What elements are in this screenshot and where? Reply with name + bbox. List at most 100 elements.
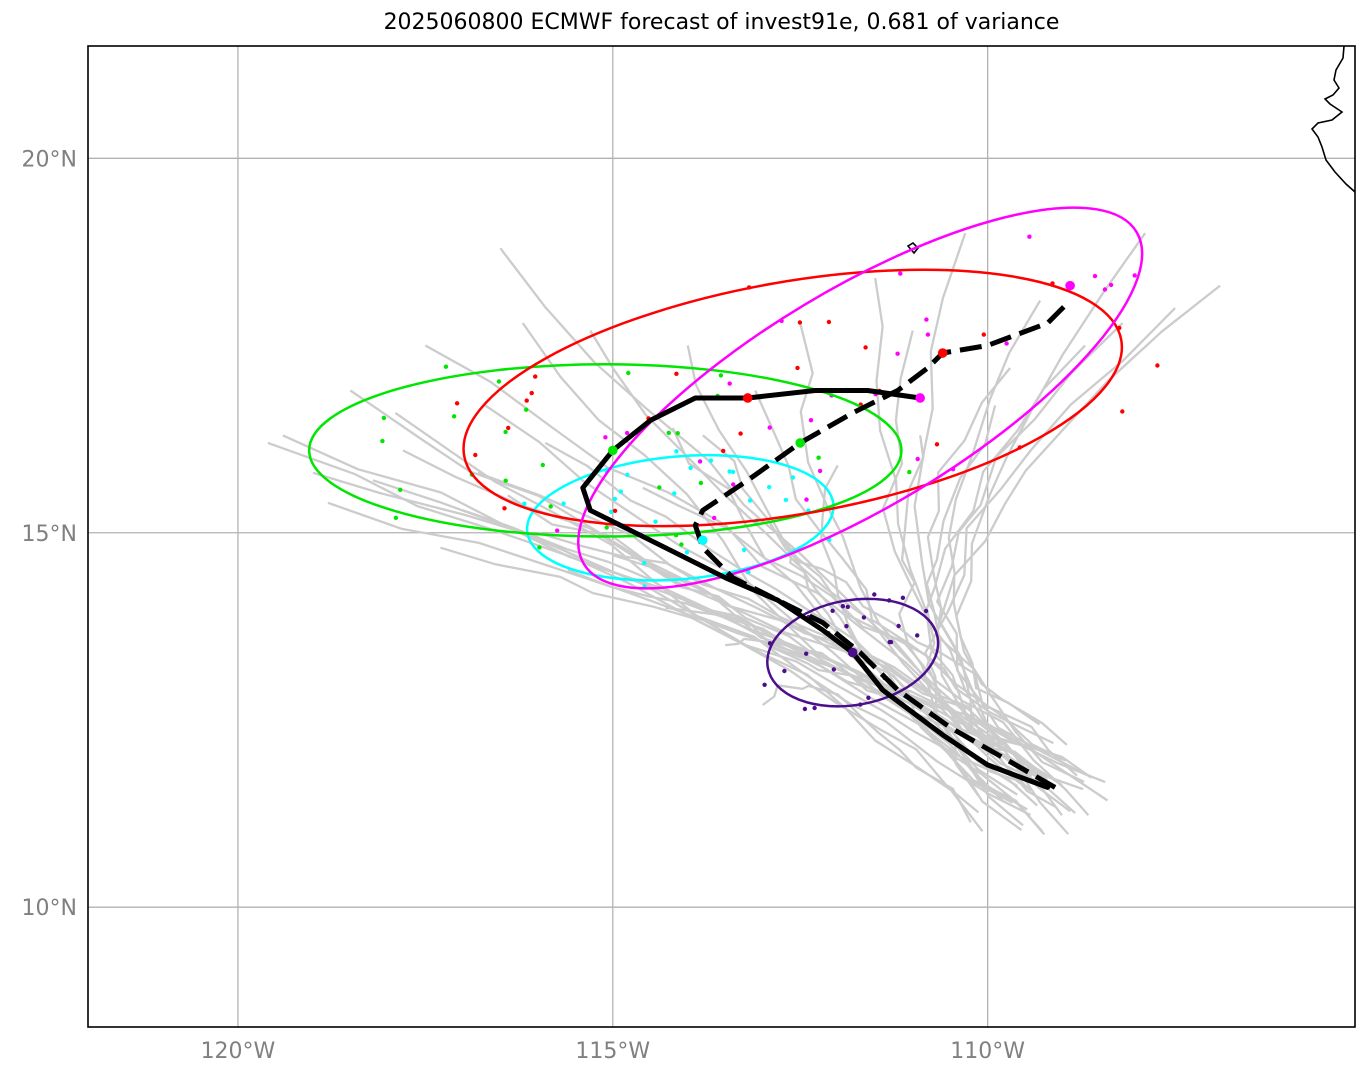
member-position [561,501,566,506]
member-position [802,706,808,712]
member-position [795,365,800,371]
ensemble-track [936,322,1124,778]
ensemble-track [820,464,1014,804]
member-position [618,489,623,494]
cluster-mean-marker [847,647,858,658]
member-position [1004,341,1009,346]
mean-tracks [580,298,1072,790]
ensemble-track [544,441,1034,769]
ensemble-track [440,546,1038,807]
member-position [817,468,823,474]
ensemble-track [507,494,1093,779]
member-position [496,379,502,384]
member-position [731,482,736,487]
ensemble-track [282,434,984,832]
member-position [741,547,747,553]
member-position [381,415,387,421]
mexico-coastline [1310,46,1355,193]
member-position [804,497,809,502]
member-position [887,639,892,645]
map-title: 2025060800 ECMWF forecast of invest91e, … [383,10,1060,35]
member-position [804,651,809,656]
member-position [502,506,507,511]
member-position [981,332,986,337]
member-position [626,370,631,376]
member-position [609,509,614,514]
member-position [529,390,534,396]
cluster-mean-marker [607,445,618,456]
ensemble-positions [380,234,1160,712]
member-position [603,435,608,440]
cluster-ellipses [307,206,1144,708]
ensemble-track [926,367,1085,783]
cluster-mean-marker [915,393,925,403]
cluster-ellipse [766,597,940,708]
member-position [524,398,529,403]
cluster-ellipse [307,363,903,538]
ensemble-track [394,411,1032,817]
member-position [697,459,703,464]
member-position [653,519,658,524]
member-position [1092,273,1098,279]
member-position [451,414,457,419]
ensemble-track [754,390,1054,745]
member-position [900,595,906,600]
member-position [718,373,724,378]
member-position [844,624,849,629]
member-position [612,496,618,502]
member-position [808,418,814,423]
lon-tick-label: 115°W [575,1039,650,1064]
member-position [674,449,679,454]
member-position [537,545,542,550]
member-position [688,465,693,471]
tick-labels: 120°W 115°W 110°W 20°N 15°N 10°N [22,147,1026,1064]
member-position [898,271,903,276]
member-position [548,504,553,509]
member-position [380,438,385,444]
plot-frame [87,45,1356,1028]
member-position [503,429,508,435]
ensemble-track [642,486,1090,817]
member-position [747,498,753,503]
member-position [727,469,732,474]
gridlines [88,46,1355,1027]
member-position [657,485,662,490]
member-position [915,633,920,638]
member-position [522,501,527,506]
member-position [924,317,929,322]
member-position [790,475,796,480]
member-position [684,550,690,555]
member-position [666,430,671,435]
member-position [454,401,460,406]
member-position [708,458,714,463]
member-position [1027,234,1032,239]
member-position [675,431,680,436]
member-position [727,381,732,386]
lon-tick-label: 110°W [950,1039,1025,1064]
member-position [845,604,850,610]
cluster-ellipse [462,268,1124,528]
member-position [473,452,478,458]
member-position [816,455,821,460]
member-position [840,604,846,609]
member-position [540,462,545,468]
cluster-markers [607,280,1075,658]
member-position [826,319,832,325]
member-position [1155,363,1160,368]
ensemble-track [665,606,1084,791]
member-position [730,469,736,475]
ensemble-track [769,524,1078,777]
cluster-mean-marker [742,393,753,403]
member-position [1108,282,1114,288]
member-position [797,320,803,325]
member-position [767,484,772,490]
lat-tick-label: 15°N [22,522,77,547]
member-position [625,472,630,477]
member-position [503,478,508,483]
member-position [533,374,538,379]
member-position [738,431,743,436]
member-position [812,705,817,711]
member-position [863,345,868,350]
member-position [393,515,399,520]
